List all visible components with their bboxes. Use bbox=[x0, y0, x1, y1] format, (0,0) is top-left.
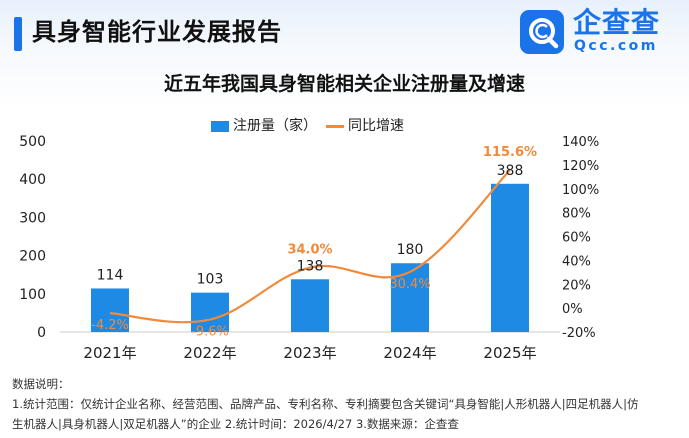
y-right-tick-label: 120% bbox=[562, 159, 599, 174]
report-title: 具身智能行业发展报告 bbox=[32, 18, 282, 46]
header-accent-bar bbox=[14, 17, 22, 51]
bar-value-label: 180 bbox=[397, 242, 424, 258]
y-right-tick-label: 60% bbox=[562, 231, 591, 246]
y-left-tick-label: 400 bbox=[19, 172, 46, 188]
y-left-tick-label: 100 bbox=[19, 287, 46, 303]
brand-name: 企查查 bbox=[573, 6, 661, 39]
y-right-tick-label: 140% bbox=[562, 135, 599, 150]
line-value-label: -9.6% bbox=[191, 325, 229, 340]
y-left-tick-label: 500 bbox=[19, 134, 46, 150]
y-right-tick-label: 0% bbox=[562, 302, 583, 317]
bar bbox=[391, 263, 429, 332]
x-tick-label: 2021年 bbox=[83, 344, 136, 362]
line-value-label: 30.4% bbox=[389, 277, 430, 292]
bar bbox=[491, 183, 529, 332]
notes-line-1: 1.统计范围：仅统计企业名称、经营范围、品牌产品、专利名称、专利摘要包含关键词“… bbox=[12, 397, 639, 411]
notes-heading: 数据说明： bbox=[12, 377, 70, 391]
bar-value-label: 114 bbox=[97, 267, 124, 283]
growth-rate-line bbox=[109, 169, 511, 324]
line-value-label: -4.2% bbox=[91, 318, 129, 333]
y-right-tick-label: 80% bbox=[562, 207, 591, 222]
data-notes: 数据说明： 1.统计范围：仅统计企业名称、经营范围、品牌产品、专利名称、专利摘要… bbox=[12, 374, 639, 434]
notes-line-2: 生机器人|具身机器人|双足机器人”的企业 2.统计时间：2026/4/27 3.… bbox=[12, 417, 459, 431]
bar-value-label: 138 bbox=[297, 258, 324, 274]
qcc-logo-icon bbox=[520, 10, 564, 54]
bar bbox=[191, 292, 229, 332]
legend-bar-label: 注册量（家） bbox=[233, 118, 317, 134]
y-left-tick-label: 0 bbox=[37, 325, 46, 341]
x-tick-label: 2022年 bbox=[183, 344, 236, 362]
legend-line-swatch bbox=[326, 125, 344, 128]
y-right-tick-label: 100% bbox=[562, 183, 599, 198]
legend-line-label: 同比增速 bbox=[348, 118, 404, 134]
bar-value-label: 103 bbox=[197, 272, 224, 288]
bar bbox=[291, 279, 329, 332]
bar-value-label: 388 bbox=[497, 163, 524, 179]
y-right-tick-label: 40% bbox=[562, 254, 591, 269]
x-tick-label: 2025年 bbox=[483, 344, 536, 362]
chart-title: 近五年我国具身智能相关企业注册量及增速 bbox=[163, 73, 525, 95]
bar bbox=[91, 288, 129, 332]
legend-bar-swatch bbox=[211, 121, 229, 132]
y-left-tick-label: 300 bbox=[19, 210, 46, 226]
y-right-tick-label: 20% bbox=[562, 278, 591, 293]
y-right-tick-label: -20% bbox=[562, 326, 596, 341]
x-tick-label: 2024年 bbox=[383, 344, 436, 362]
x-tick-label: 2023年 bbox=[283, 344, 336, 362]
line-value-label: 34.0% bbox=[287, 243, 332, 258]
line-value-label: 115.6% bbox=[483, 145, 537, 160]
y-left-tick-label: 200 bbox=[19, 249, 46, 265]
brand-domain: Qcc.com bbox=[574, 38, 658, 54]
